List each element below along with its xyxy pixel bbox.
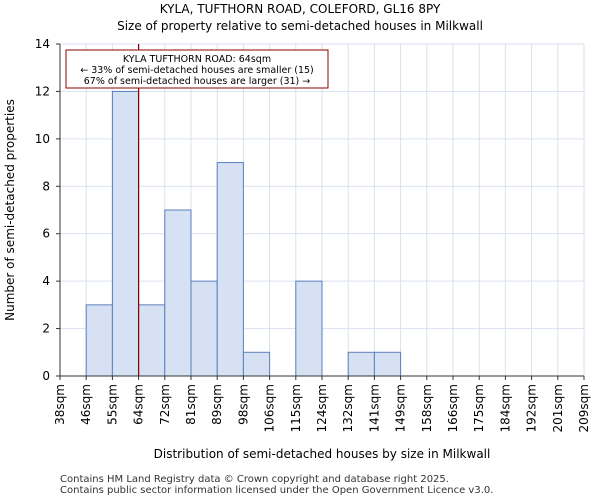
x-tick-label: 89sqm [210, 384, 224, 425]
annotation-text: KYLA TUFTHORN ROAD: 64sqm [123, 54, 271, 65]
x-tick-label: 38sqm [53, 384, 67, 425]
histogram-bar [164, 209, 192, 377]
histogram-bar [190, 280, 218, 377]
y-tick-label: 2 [42, 322, 50, 336]
x-tick-label: 46sqm [79, 384, 93, 425]
annotation-box [65, 49, 329, 89]
annotation-text: ← 33% of semi-detached houses are smalle… [80, 65, 314, 76]
y-tick-label: 12 [35, 84, 50, 98]
x-tick-label: 209sqm [577, 384, 591, 432]
x-tick-label: 64sqm [132, 384, 146, 425]
x-tick-label: 166sqm [446, 384, 460, 432]
x-tick-label: 158sqm [420, 384, 434, 432]
y-tick-label: 14 [35, 37, 50, 51]
footer-licence: Contains public sector information licen… [60, 485, 494, 496]
y-tick-label: 4 [42, 274, 50, 288]
y-tick-label: 10 [35, 132, 50, 146]
chart-title-address: KYLA, TUFTHORN ROAD, COLEFORD, GL16 8PY [159, 2, 441, 16]
y-tick-label: 0 [42, 369, 50, 383]
x-tick-label: 98sqm [236, 384, 250, 425]
x-tick-label: 192sqm [525, 384, 539, 432]
histogram-bar [347, 351, 375, 377]
y-tick-label: 6 [42, 227, 50, 241]
footer-copyright: Contains HM Land Registry data © Crown c… [60, 474, 449, 485]
x-tick-label: 149sqm [394, 384, 408, 432]
chart-title: Size of property relative to semi-detach… [117, 19, 483, 33]
x-tick-label: 115sqm [289, 384, 303, 432]
annotation-text: 67% of semi-detached houses are larger (… [84, 76, 311, 87]
histogram-bar [85, 304, 113, 377]
x-tick-label: 124sqm [315, 384, 329, 432]
x-tick-label: 132sqm [341, 384, 355, 432]
x-tick-label: 141sqm [367, 384, 381, 432]
x-tick-label: 184sqm [498, 384, 512, 432]
y-tick-label: 8 [42, 179, 50, 193]
x-tick-label: 175sqm [472, 384, 486, 432]
x-tick-label: 201sqm [551, 384, 565, 432]
x-tick-label: 81sqm [184, 384, 198, 425]
histogram-bar [216, 162, 244, 377]
x-axis-title: Distribution of semi-detached houses by … [154, 447, 491, 461]
x-tick-label: 72sqm [158, 384, 172, 425]
y-axis-title: Number of semi-detached properties [3, 99, 17, 321]
x-tick-label: 106sqm [263, 384, 277, 432]
histogram-bar [242, 351, 271, 377]
histogram-bar [111, 90, 140, 377]
histogram-bar [373, 351, 402, 377]
histogram-bar [295, 280, 323, 377]
histogram-bar [138, 304, 166, 377]
x-tick-label: 55sqm [105, 384, 119, 425]
